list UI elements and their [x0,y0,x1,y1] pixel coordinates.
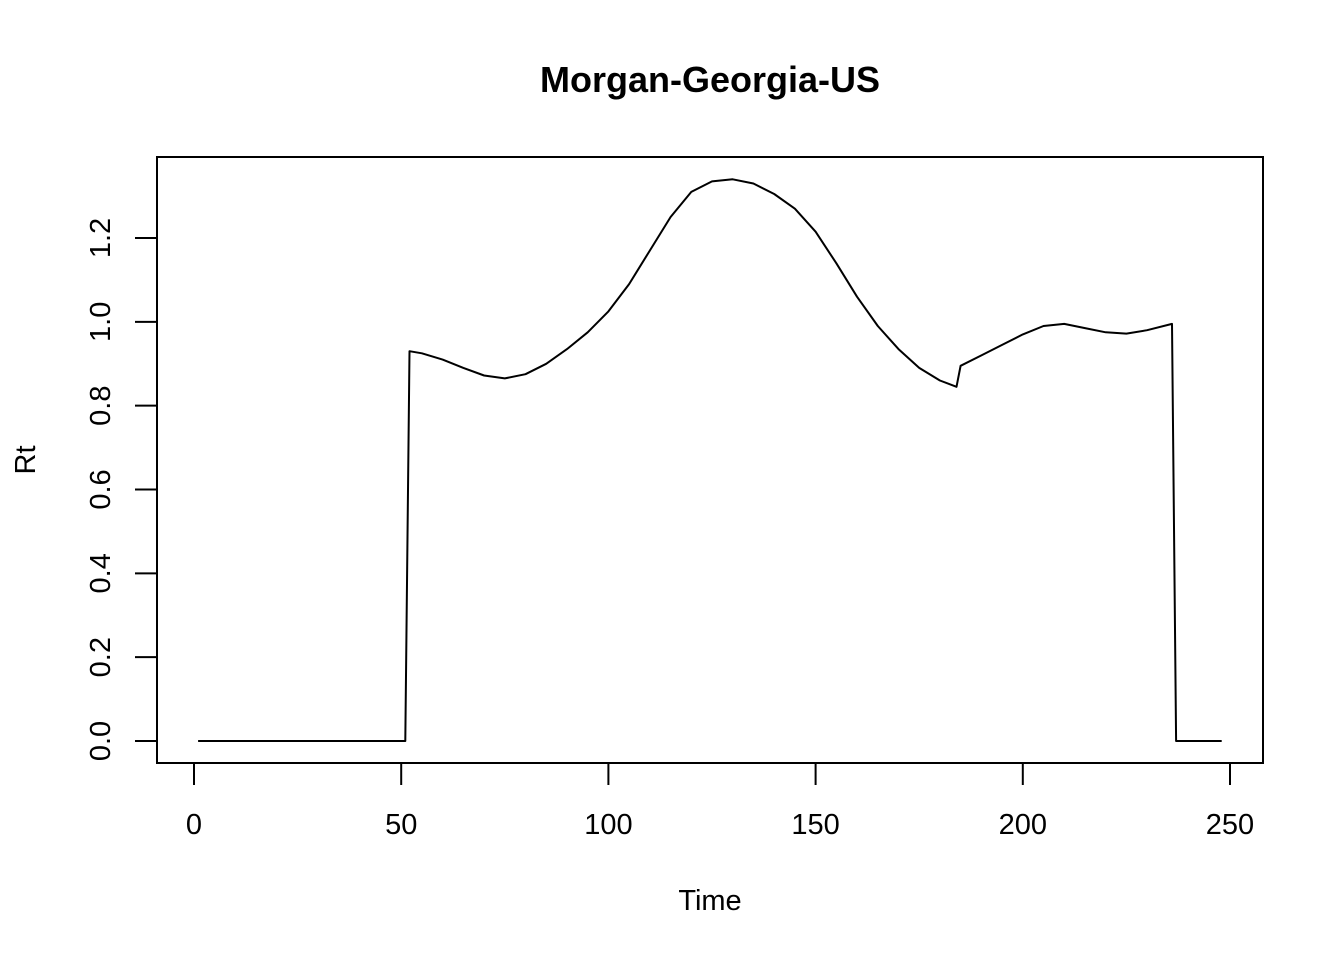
x-axis: 0 50 100 150 200 250 [186,762,1254,841]
y-tick-label: 0.4 [85,553,117,593]
series-line-rt [198,178,1222,742]
y-axis-label: Rt [10,446,42,475]
y-tick-label: 1.2 [85,218,117,258]
chart-title: Morgan-Georgia-US [540,59,880,100]
y-tick-label: 0.8 [85,386,117,426]
y-tick-label: 1.0 [85,302,117,342]
x-tick-label: 150 [791,809,839,841]
x-axis-label: Time [678,885,741,917]
x-tick-label: 0 [186,809,202,841]
x-tick-label: 100 [584,809,632,841]
y-tick-label: 0.0 [85,721,117,761]
y-tick-label: 0.2 [85,637,117,677]
plot-frame [156,156,1264,764]
x-tick-label: 50 [385,809,417,841]
x-tick-label: 250 [1206,809,1254,841]
y-tick-label: 0.6 [85,469,117,509]
y-axis: 0.0 0.2 0.4 0.6 0.8 1.0 1.2 [85,218,158,761]
x-tick-label: 200 [999,809,1047,841]
